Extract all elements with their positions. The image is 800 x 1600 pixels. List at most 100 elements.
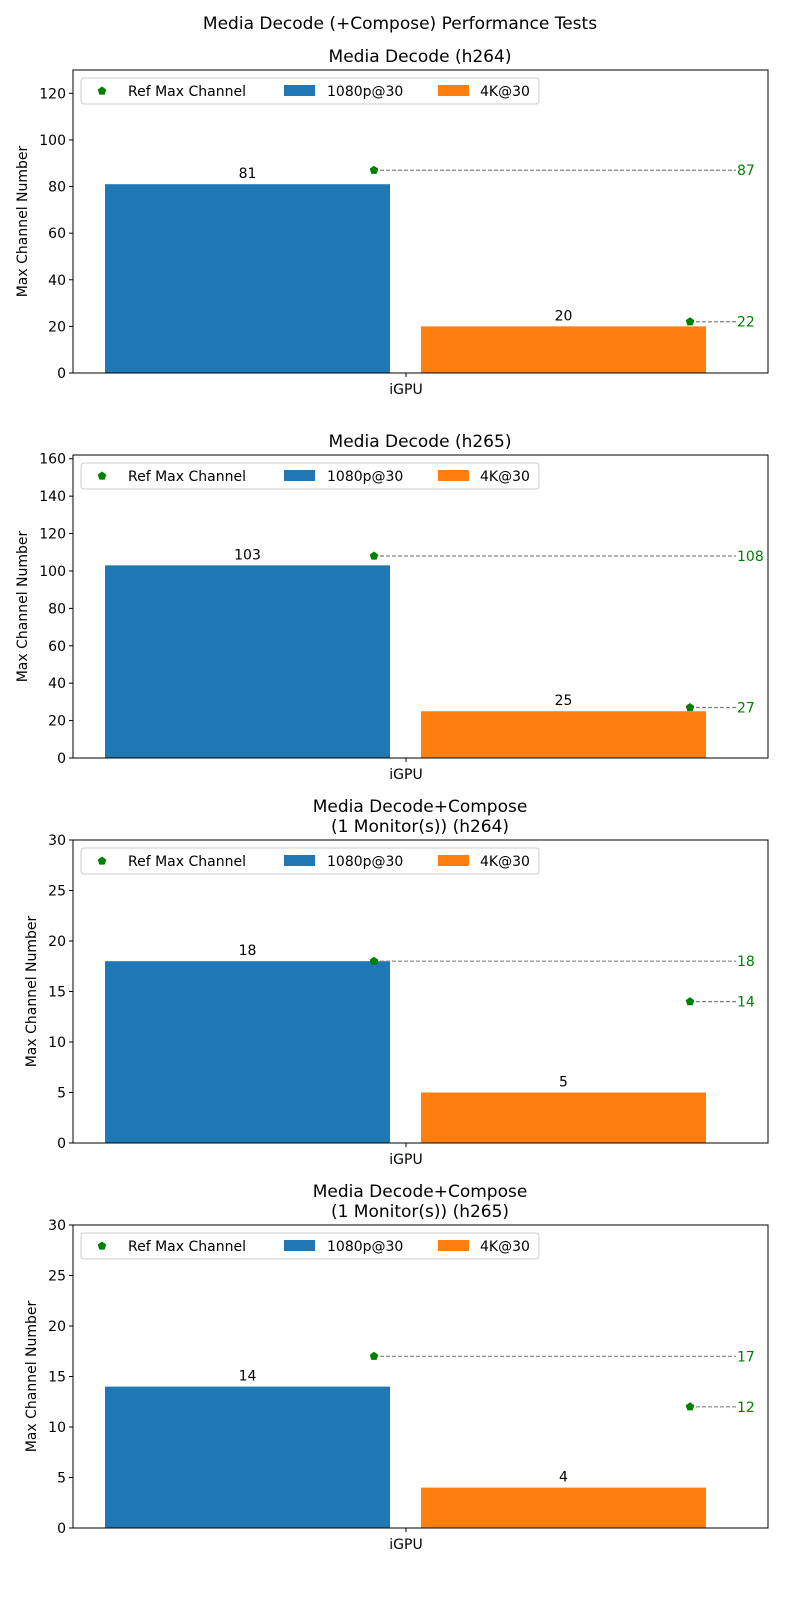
bar-1080p@30: [105, 184, 390, 373]
bar-value-label: 18: [239, 943, 257, 959]
subplot-title: Media Decode+Compose: [313, 1182, 528, 1202]
ref-value-label: 18: [737, 954, 755, 970]
y-axis-label: Max Channel Number: [15, 530, 31, 682]
ref-marker: [369, 165, 379, 174]
ref-value-label: 27: [737, 701, 755, 717]
x-tick-label: iGPU: [389, 1152, 422, 1168]
y-tick-label: 15: [48, 1370, 66, 1386]
axes-frame: [72, 454, 769, 759]
y-axis-label: Max Channel Number: [24, 915, 40, 1067]
legend-label: Ref Max Channel: [128, 1239, 246, 1255]
subplot-title: (1 Monitor(s)) (h264): [331, 817, 509, 837]
y-tick-label: 20: [48, 714, 66, 730]
ref-value-label: 17: [737, 1349, 755, 1365]
y-tick-label: 20: [48, 1319, 66, 1335]
y-tick-label: 100: [39, 133, 66, 149]
bar-value-label: 4: [559, 1470, 568, 1486]
ref-marker: [369, 956, 379, 965]
subplot-title: Media Decode (h265): [329, 432, 512, 452]
y-tick-label: 20: [48, 934, 66, 950]
legend-label: 1080p@30: [327, 469, 403, 485]
subplot-title: (1 Monitor(s)) (h265): [331, 1202, 509, 1222]
axes-frame: [72, 1224, 769, 1529]
bar-4K@30: [421, 711, 706, 758]
legend-label: 4K@30: [480, 854, 530, 870]
y-tick-label: 10: [48, 1035, 66, 1051]
ref-marker: [685, 317, 695, 326]
y-tick-label: 0: [57, 1136, 66, 1152]
x-tick-label: iGPU: [389, 767, 422, 783]
y-tick-label: 140: [39, 489, 66, 505]
y-tick-label: 60: [48, 226, 66, 242]
ref-value-label: 108: [737, 549, 764, 565]
y-tick-label: 40: [48, 676, 66, 692]
ref-marker: [685, 703, 695, 712]
ref-value-label: 22: [737, 315, 755, 331]
legend-label: 4K@30: [480, 84, 530, 100]
bar-4K@30: [421, 1487, 706, 1528]
y-tick-label: 30: [48, 833, 66, 849]
x-tick-label: iGPU: [389, 1537, 422, 1553]
ref-marker: [369, 1351, 379, 1360]
ref-marker: [685, 1402, 695, 1411]
y-tick-label: 80: [48, 601, 66, 617]
bar-1080p@30: [105, 565, 390, 758]
y-tick-label: 40: [48, 273, 66, 289]
bar-1080p@30: [105, 1386, 390, 1528]
y-axis-label: Max Channel Number: [15, 145, 31, 297]
y-tick-label: 25: [48, 1269, 66, 1285]
legend-label: Ref Max Channel: [128, 854, 246, 870]
bar-1080p@30: [105, 961, 390, 1143]
bar-value-label: 20: [555, 308, 573, 324]
legend-ref-marker: [97, 471, 107, 480]
y-axis-label: Max Channel Number: [24, 1300, 40, 1452]
legend-label: 4K@30: [480, 469, 530, 485]
y-tick-label: 30: [48, 1218, 66, 1234]
y-tick-label: 20: [48, 319, 66, 335]
legend-swatch-4k: [438, 85, 469, 96]
legend-label: 1080p@30: [327, 1239, 403, 1255]
ref-value-label: 14: [737, 995, 755, 1011]
y-tick-label: 25: [48, 884, 66, 900]
bar-value-label: 103: [234, 547, 261, 563]
legend-label: 4K@30: [480, 1239, 530, 1255]
legend-label: 1080p@30: [327, 854, 403, 870]
x-tick-label: iGPU: [389, 382, 422, 398]
legend-swatch-4k: [438, 855, 469, 866]
legend-swatch-1080p: [284, 855, 315, 866]
y-tick-label: 120: [39, 527, 66, 543]
y-tick-label: 160: [39, 452, 66, 468]
bar-4K@30: [421, 326, 706, 373]
legend-swatch-4k: [438, 1240, 469, 1251]
y-tick-label: 5: [57, 1086, 66, 1102]
axes-frame: [72, 839, 769, 1144]
legend-ref-marker: [97, 856, 107, 865]
y-tick-label: 100: [39, 564, 66, 580]
legend-label: Ref Max Channel: [128, 84, 246, 100]
bar-4K@30: [421, 1092, 706, 1143]
y-tick-label: 80: [48, 180, 66, 196]
bar-value-label: 5: [559, 1075, 568, 1091]
legend-swatch-1080p: [284, 85, 315, 96]
ref-marker: [685, 997, 695, 1006]
legend-swatch-1080p: [284, 470, 315, 481]
y-tick-label: 0: [57, 1521, 66, 1537]
legend-ref-marker: [97, 86, 107, 95]
y-tick-label: 15: [48, 985, 66, 1001]
legend-label: Ref Max Channel: [128, 469, 246, 485]
legend-swatch-4k: [438, 470, 469, 481]
y-tick-label: 120: [39, 86, 66, 102]
y-tick-label: 60: [48, 639, 66, 655]
bar-value-label: 81: [239, 166, 257, 182]
subplot-title: Media Decode+Compose: [313, 797, 528, 817]
y-tick-label: 5: [57, 1471, 66, 1487]
bar-value-label: 25: [555, 693, 573, 709]
y-tick-label: 0: [57, 751, 66, 767]
ref-marker: [369, 551, 379, 560]
axes-frame: [72, 69, 769, 374]
y-tick-label: 10: [48, 1420, 66, 1436]
subplot-title: Media Decode (h264): [329, 47, 512, 67]
ref-value-label: 12: [737, 1400, 755, 1416]
bar-value-label: 14: [239, 1369, 257, 1385]
